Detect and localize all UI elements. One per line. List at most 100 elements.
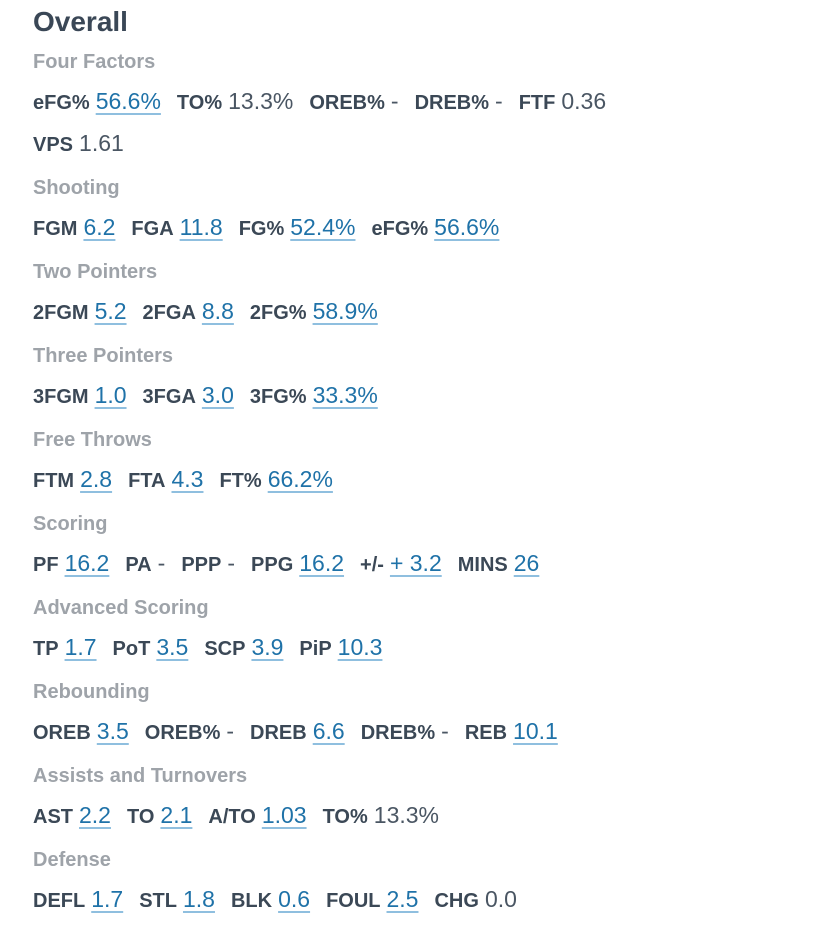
stat-ftf: FTF 0.36 — [519, 88, 606, 115]
stat-ft-pct: FT% 66.2% — [219, 466, 332, 493]
section-heading-defense: Defense — [33, 849, 111, 871]
stat-value: 0.0 — [484, 886, 517, 912]
stat-row: PF 16.2 PA - PPP - PPG 16.2 +/- + 3.2 MINS 26 — [33, 550, 555, 584]
stat-label: OREB% — [144, 722, 221, 744]
stat-pa: PA - — [125, 550, 165, 577]
stat-label: DREB — [250, 722, 307, 744]
stat-fga: FGA 11.8 — [131, 214, 222, 241]
stat-label: VPS — [33, 134, 74, 156]
stat-label: PF — [33, 554, 59, 576]
stat-label: FG% — [238, 218, 285, 240]
stat-fgm: FGM 6.2 — [33, 214, 115, 241]
stat-row: DEFL 1.7 STL 1.8 BLK 0.6 FOUL 2.5 CHG 0.0 — [33, 886, 533, 920]
stat-pot: PoT 3.5 — [113, 634, 189, 661]
stat-label: OREB — [33, 722, 91, 744]
stat-value-link[interactable]: 16.2 — [64, 550, 110, 576]
stat-label: DREB% — [414, 92, 490, 114]
stat-label: BLK — [230, 890, 273, 912]
stat-oreb: OREB 3.5 — [33, 718, 129, 745]
stat-mins: MINS 26 — [458, 550, 540, 577]
stat-value-link[interactable]: 3.5 — [156, 634, 189, 660]
stat-label: DREB% — [360, 722, 436, 744]
stat-label: FTF — [518, 92, 556, 114]
stat-label: PPP — [181, 554, 222, 576]
stat-value-link[interactable]: 1.8 — [182, 886, 215, 912]
section-heading-three-pointers: Three Pointers — [33, 345, 174, 367]
stat-label: MINS — [457, 554, 508, 576]
stat-dreb-pct: DREB% - — [415, 88, 503, 115]
stat-value: 0.36 — [561, 88, 607, 114]
stat-label: 2FGA — [142, 302, 196, 324]
stat-value: - — [390, 88, 399, 114]
stat-value-link[interactable]: 4.3 — [171, 466, 204, 492]
stat-value-link[interactable]: 2.1 — [160, 802, 193, 828]
stat-value-link[interactable]: 1.7 — [64, 634, 97, 660]
stat-scp: SCP 3.9 — [204, 634, 283, 661]
stat-label: FTA — [128, 470, 166, 492]
stat-label: 2FGM — [33, 302, 89, 324]
stat-value-link[interactable]: 66.2% — [267, 466, 333, 492]
stat-label: 3FG% — [249, 386, 307, 408]
stat-value-link[interactable]: 1.7 — [91, 886, 124, 912]
stat-label: 3FGA — [142, 386, 196, 408]
stat-value-link[interactable]: 3.9 — [251, 634, 284, 660]
stat-label: TO% — [322, 806, 368, 828]
stat-value-link[interactable]: 3.0 — [201, 382, 234, 408]
stat-value-link[interactable]: 26 — [513, 550, 540, 576]
section-heading-assists-and-turnovers: Assists and Turnovers — [33, 765, 248, 787]
stat-value-link[interactable]: 3.5 — [96, 718, 129, 744]
stat-value-link[interactable]: 56.6% — [434, 214, 500, 240]
stat-value-link[interactable]: 2.8 — [80, 466, 113, 492]
stat-value: - — [495, 88, 503, 114]
stat-value-link[interactable]: 10.3 — [337, 634, 383, 660]
stat-defl: DEFL 1.7 — [33, 886, 123, 913]
stat-label: eFG% — [33, 92, 90, 114]
stat-chg: CHG 0.0 — [434, 886, 516, 913]
stat-value-link[interactable]: 0.6 — [278, 886, 311, 912]
stat-2fg-pct: 2FG% 58.9% — [250, 298, 378, 325]
stat-value-link[interactable]: 2.2 — [79, 802, 111, 828]
stat-3fga: 3FGA 3.0 — [143, 382, 234, 409]
stat-value-link[interactable]: 52.4% — [290, 214, 356, 240]
stat-3fgm: 3FGM 1.0 — [33, 382, 127, 409]
stat-label: FGM — [33, 218, 78, 240]
stat-to-pct: TO% 13.3% — [323, 802, 439, 829]
stat-oreb-pct: OREB% - — [309, 88, 398, 115]
stat-efg-pct: eFG% 56.6% — [371, 214, 499, 241]
stat-label: eFG% — [371, 218, 429, 240]
stat-row: OREB 3.5 OREB% - DREB 6.6 DREB% - REB 10.1 — [33, 718, 574, 752]
stat-value-link[interactable]: 33.3% — [312, 382, 378, 408]
stat-label: A/TO — [208, 806, 256, 828]
stat-value-link[interactable]: + 3.2 — [389, 550, 442, 576]
stat-value-link[interactable]: 1.03 — [261, 802, 307, 828]
stat-value-link[interactable]: 58.9% — [312, 298, 378, 324]
stat-value-link[interactable]: 1.0 — [94, 382, 127, 408]
stat-label: TO% — [176, 92, 223, 114]
stat-value-link[interactable]: 56.6% — [95, 88, 161, 114]
stat-to-pct: TO% 13.3% — [177, 88, 293, 115]
stat-ast: AST 2.2 — [33, 802, 111, 829]
stat-value-link[interactable]: 5.2 — [94, 298, 127, 324]
stat-value-link[interactable]: 6.6 — [312, 718, 345, 744]
stat-value: - — [157, 550, 166, 576]
stat-value-link[interactable]: 10.1 — [513, 718, 558, 744]
stat-row: eFG% 56.6% TO% 13.3% OREB% - DREB% - FTF 0.36 — [33, 88, 622, 122]
section-heading-shooting: Shooting — [33, 177, 120, 199]
stat-value: - — [226, 718, 235, 744]
stat-value-link[interactable]: 2.5 — [386, 886, 419, 912]
stat-label: TO — [126, 806, 155, 828]
stat-value-link[interactable]: 11.8 — [179, 214, 223, 240]
section-heading-scoring: Scoring — [33, 513, 108, 535]
stat-fta: FTA 4.3 — [128, 466, 203, 493]
stat-label: 3FGM — [33, 386, 89, 408]
stat-value-link[interactable]: 6.2 — [83, 214, 116, 240]
stat-stl: STL 1.8 — [139, 886, 215, 913]
stat-2fgm: 2FGM 5.2 — [33, 298, 127, 325]
stat-value-link[interactable]: 16.2 — [299, 550, 345, 576]
stat-value-link[interactable]: 8.8 — [201, 298, 234, 324]
stat-ppg: PPG 16.2 — [251, 550, 344, 577]
stat-label: TP — [33, 638, 59, 660]
stat-value: 1.61 — [79, 130, 124, 156]
stat-dreb: DREB 6.6 — [250, 718, 345, 745]
stat-label: PA — [125, 554, 152, 576]
